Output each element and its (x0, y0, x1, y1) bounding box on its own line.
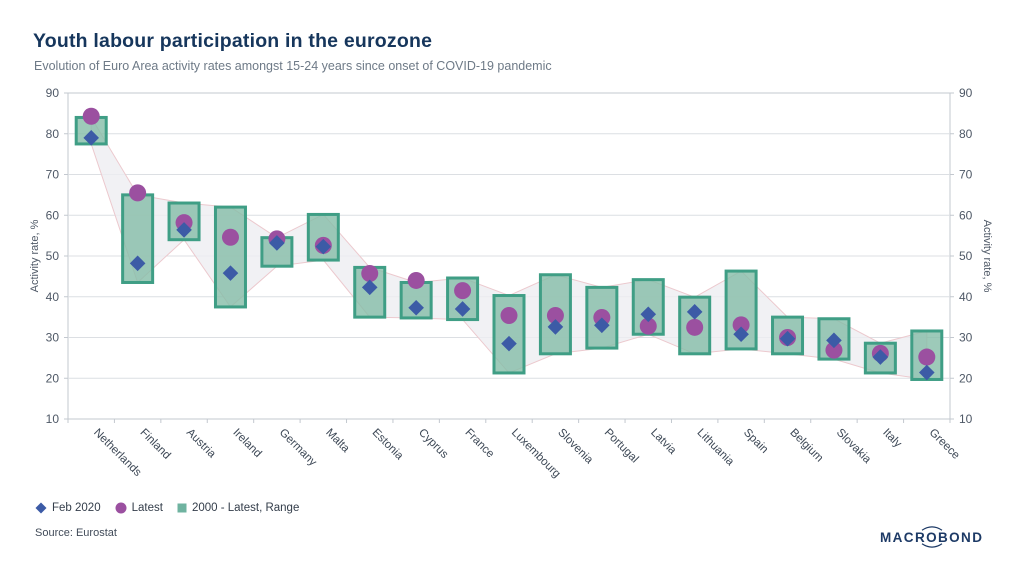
y-tick-label-left-80: 80 (46, 127, 60, 141)
legend-item-range: 2000 - Latest, Range (177, 502, 299, 514)
latest-marker-slovakia (825, 341, 843, 359)
feb2020-marker-ireland (222, 265, 239, 281)
latest-marker-latvia (639, 317, 657, 335)
legend: Feb 2020 Latest 2000 - Latest, Range (35, 502, 299, 514)
legend-item-feb2020: Feb 2020 (35, 502, 101, 514)
x-category-label-netherlands: Netherlands (91, 427, 144, 480)
logo-arc-bottom (921, 543, 943, 548)
feb2020-marker-slovenia (547, 319, 564, 335)
y-axis-title-right: Activity rate, % (981, 220, 993, 293)
x-category-label-belgium: Belgium (787, 427, 825, 465)
latest-marker-greece (918, 348, 936, 366)
latest-marker-france (454, 282, 472, 300)
y-tick-label-right-40: 40 (959, 290, 973, 304)
page-subtitle: Evolution of Euro Area activity rates am… (34, 59, 552, 73)
x-category-label-italy: Italy (880, 427, 904, 451)
x-category-label-estonia: Estonia (370, 427, 406, 463)
y-tick-label-right-20: 20 (959, 371, 973, 385)
feb2020-marker-italy (872, 349, 889, 365)
x-category-label-slovenia: Slovenia (555, 427, 595, 467)
feb2020-marker-belgium (779, 330, 796, 347)
y-tick-label-left-30: 30 (46, 331, 60, 345)
feb2020-marker-france (454, 301, 471, 317)
x-category-label-spain: Spain (741, 427, 770, 456)
x-category-label-germany: Germany (277, 427, 319, 469)
x-category-label-malta: Malta (323, 427, 352, 456)
x-category-label-greece: Greece (927, 427, 962, 462)
feb2020-marker-cyprus (408, 299, 424, 316)
square-icon (177, 503, 187, 513)
y-tick-label-left-90: 90 (46, 86, 60, 100)
logo-arc-top (921, 526, 943, 531)
y-tick-label-right-90: 90 (959, 86, 973, 100)
feb2020-marker-luxembourg (501, 335, 517, 352)
page-title: Youth labour participation in the eurozo… (33, 30, 433, 52)
legend-item-latest: Latest (115, 502, 163, 514)
x-category-label-cyprus: Cyprus (416, 427, 450, 461)
y-tick-label-left-20: 20 (46, 371, 60, 385)
feb2020-marker-netherlands (83, 130, 100, 146)
x-category-label-portugal: Portugal (602, 427, 641, 466)
latest-marker-finland (129, 184, 147, 202)
feb2020-marker-greece (918, 364, 935, 381)
macrobond-logo-text: MACROBOND (880, 530, 983, 545)
legend-label-feb2020: Feb 2020 (52, 502, 101, 514)
y-tick-label-right-50: 50 (959, 249, 973, 263)
feb2020-marker-spain (733, 326, 749, 343)
latest-marker-lithuania (686, 318, 704, 336)
y-tick-label-left-50: 50 (46, 249, 60, 263)
feb2020-marker-lithuania (686, 304, 703, 320)
feb2020-marker-malta (315, 238, 332, 255)
y-tick-label-left-60: 60 (46, 208, 60, 222)
legend-label-range: 2000 - Latest, Range (191, 502, 300, 514)
y-tick-label-right-80: 80 (959, 127, 973, 141)
x-category-label-luxembourg: Luxembourg (509, 427, 563, 481)
macrobond-logo: MACROBOND (880, 526, 983, 548)
latest-marker-slovenia (546, 306, 564, 324)
diamond-icon (35, 502, 47, 514)
x-category-label-slovakia: Slovakia (834, 427, 874, 467)
y-tick-label-left-70: 70 (46, 168, 60, 182)
y-tick-label-right-60: 60 (959, 208, 973, 222)
y-tick-label-right-30: 30 (959, 331, 973, 345)
legend-label-latest: Latest (131, 502, 163, 514)
x-category-label-lithuania: Lithuania (695, 427, 737, 469)
feb2020-marker-estonia (361, 279, 378, 296)
x-category-label-ireland: Ireland (230, 427, 263, 460)
latest-marker-netherlands (82, 107, 100, 125)
feb2020-marker-germany (269, 235, 285, 251)
source-note: Source: Eurostat (35, 527, 117, 539)
feb2020-marker-austria (176, 222, 192, 238)
latest-marker-luxembourg (500, 306, 518, 324)
x-category-label-france: France (462, 427, 496, 461)
y-axis-title-left: Activity rate, % (29, 219, 41, 292)
range-box-ireland (213, 205, 247, 309)
y-tick-label-right-10: 10 (959, 412, 973, 426)
feb2020-marker-slovakia (826, 332, 842, 349)
latest-marker-cyprus (407, 271, 425, 289)
feb2020-marker-finland (129, 255, 146, 272)
feb2020-marker-latvia (640, 306, 657, 323)
latest-marker-ireland (221, 228, 239, 246)
circle-icon (115, 502, 127, 514)
x-category-label-austria: Austria (184, 427, 218, 461)
x-category-label-latvia: Latvia (648, 427, 679, 458)
feb2020-marker-portugal (594, 317, 610, 334)
latest-marker-spain (732, 316, 750, 334)
y-tick-label-left-40: 40 (46, 290, 60, 304)
y-tick-label-right-70: 70 (959, 168, 973, 182)
latest-marker-estonia (361, 265, 379, 283)
x-category-label-finland: Finland (138, 427, 173, 462)
y-tick-label-left-10: 10 (46, 412, 60, 426)
